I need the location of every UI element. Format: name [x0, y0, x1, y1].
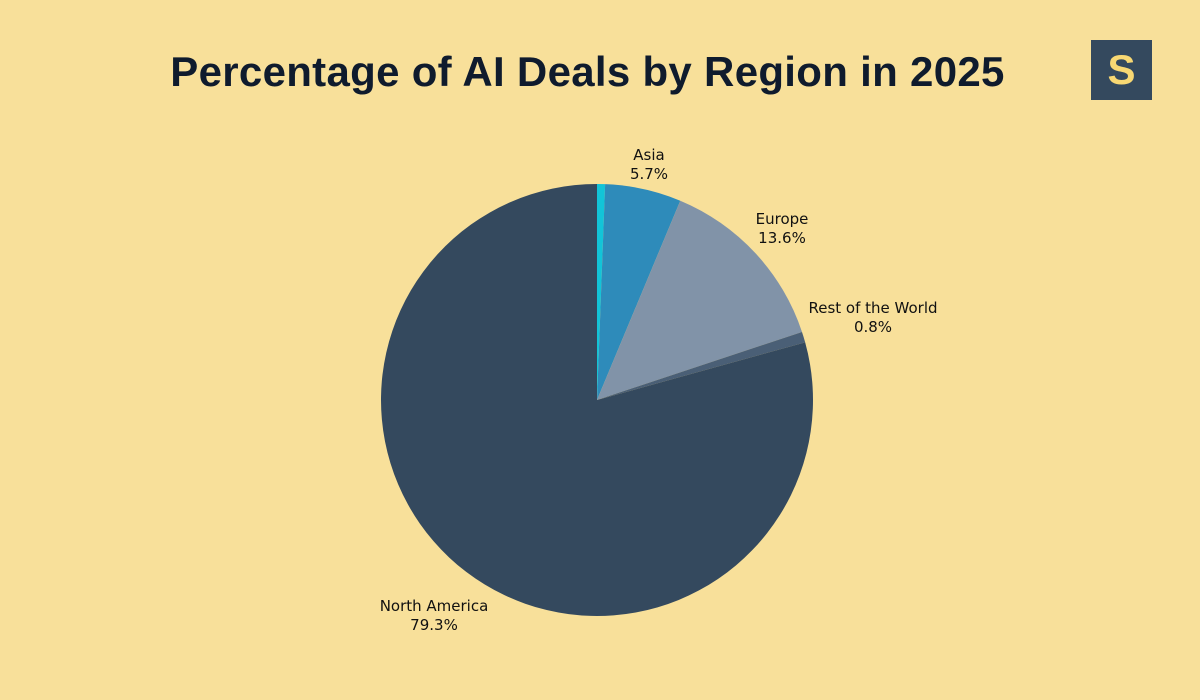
pie-slice-north-america [381, 184, 813, 616]
slice-label-value: 13.6% [758, 229, 806, 247]
slice-label-name: Rest of the World [808, 299, 937, 317]
pie-slice-asia [597, 184, 681, 400]
slice-label-name: Asia [633, 146, 664, 164]
pie-slice-unlabeled [597, 184, 606, 400]
slice-label-name: Europe [756, 210, 809, 228]
slice-label-value: 0.8% [854, 318, 892, 336]
pie-slice-rest-of-the-world [597, 331, 806, 400]
logo: S [1091, 40, 1152, 100]
chart-title: Percentage of AI Deals by Region in 2025 [170, 48, 1005, 95]
slice-label-value: 79.3% [410, 616, 458, 634]
slice-label-name: North America [380, 597, 489, 615]
slice-label-value: 5.7% [630, 165, 668, 183]
pie-slice-europe [597, 200, 803, 400]
